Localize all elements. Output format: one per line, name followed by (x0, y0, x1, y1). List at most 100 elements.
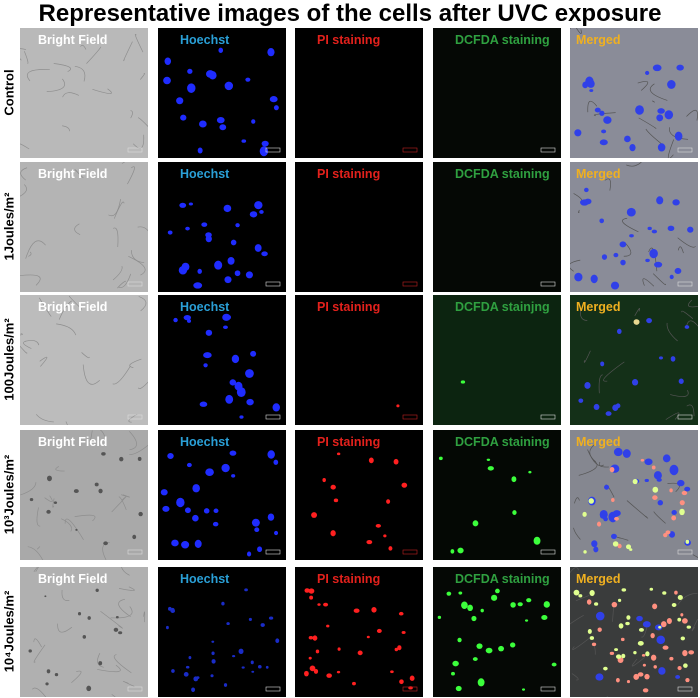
texture (691, 619, 698, 632)
cell-spot (667, 225, 675, 232)
texture (575, 595, 590, 602)
cell-spot (401, 482, 408, 488)
cell-spot (599, 110, 605, 116)
texture (112, 266, 123, 281)
texture (132, 134, 145, 149)
cell-spot (199, 120, 207, 128)
cell-spot (446, 591, 452, 596)
cell-spot (678, 378, 684, 384)
cell-spot (632, 478, 638, 485)
cell-spot (624, 135, 631, 143)
cell-spot (44, 595, 47, 598)
cell-spot (180, 114, 187, 121)
cell-spot (239, 415, 244, 419)
cell-spot (223, 683, 228, 687)
cell-spot (631, 379, 639, 386)
texture (622, 217, 639, 233)
cell-spot (480, 608, 484, 613)
cell-spot (593, 403, 600, 411)
cell-spot (609, 651, 615, 655)
cell-spot (578, 594, 583, 598)
cell-spot (183, 314, 191, 321)
texture (626, 162, 642, 167)
image-panel: Bright Field (20, 567, 148, 697)
cell-spot (662, 591, 667, 595)
image-background (570, 295, 698, 425)
texture (65, 421, 68, 425)
cell-spot (619, 241, 627, 248)
texture (58, 300, 72, 320)
cell-spot (219, 124, 227, 131)
cell-spot (651, 229, 658, 234)
panel-label: DCFDA staining (455, 33, 550, 47)
texture (100, 610, 123, 629)
scale-bar (265, 549, 281, 555)
scale-bar (127, 147, 143, 153)
cell-spot (528, 470, 532, 474)
cell-spot (644, 478, 649, 483)
cell-spot (617, 598, 622, 603)
cell-spot (671, 515, 677, 521)
cell-spot (472, 657, 478, 661)
cell-spot (682, 618, 688, 624)
texture (634, 308, 640, 316)
cell-spot (95, 588, 99, 592)
image-panel: Merged (570, 28, 698, 158)
cell-spot (390, 670, 394, 674)
texture (570, 567, 579, 574)
cell-spot (29, 497, 34, 502)
cell-spot (599, 509, 608, 519)
texture (108, 199, 121, 217)
texture (578, 460, 598, 476)
texture (626, 500, 649, 519)
scale-bar (402, 549, 418, 555)
cell-spot (388, 546, 393, 551)
cell-spot (647, 226, 652, 231)
cell-spot (308, 588, 315, 594)
cell-spot (203, 363, 208, 368)
cell-spot (596, 521, 602, 527)
panel-label: Bright Field (38, 300, 108, 314)
micrograph (433, 295, 561, 425)
image-panel: Hoechst (158, 567, 286, 697)
texture (20, 274, 41, 286)
cell-spot (235, 223, 240, 228)
image-background (20, 430, 148, 560)
micrograph (433, 567, 561, 697)
cell-spot (621, 653, 626, 659)
image-panel: PI staining (295, 28, 423, 158)
cell-spot (236, 387, 246, 398)
cell-spot (472, 520, 479, 527)
cell-spot (603, 116, 612, 124)
texture (26, 69, 50, 82)
cell-spot (649, 587, 654, 591)
cell-spot (197, 268, 202, 274)
cell-spot (679, 500, 685, 506)
cell-spot (73, 489, 79, 494)
cell-spot (614, 516, 619, 521)
texture (113, 654, 132, 674)
cell-spot (245, 271, 253, 279)
texture (46, 78, 66, 93)
panel-label: Hoechst (180, 572, 230, 586)
cell-spot (687, 226, 694, 233)
cell-spot (657, 108, 665, 114)
scale-bar (265, 414, 281, 420)
cell-spot (498, 645, 505, 652)
panel-label: DCFDA staining (455, 167, 550, 181)
panel-label: Merged (576, 300, 621, 314)
cell-spot (167, 453, 174, 459)
cell-spot (211, 640, 215, 643)
texture (52, 498, 55, 508)
texture (28, 251, 32, 257)
cell-spot (524, 619, 529, 622)
cell-spot (667, 80, 676, 89)
cell-spot (646, 317, 652, 324)
cell-spot (229, 450, 237, 456)
cell-spot (605, 411, 612, 416)
cell-spot (167, 230, 173, 235)
cell-spot (645, 651, 650, 657)
micrograph (20, 567, 148, 697)
cell-spot (517, 602, 523, 607)
cell-spot (621, 588, 627, 592)
